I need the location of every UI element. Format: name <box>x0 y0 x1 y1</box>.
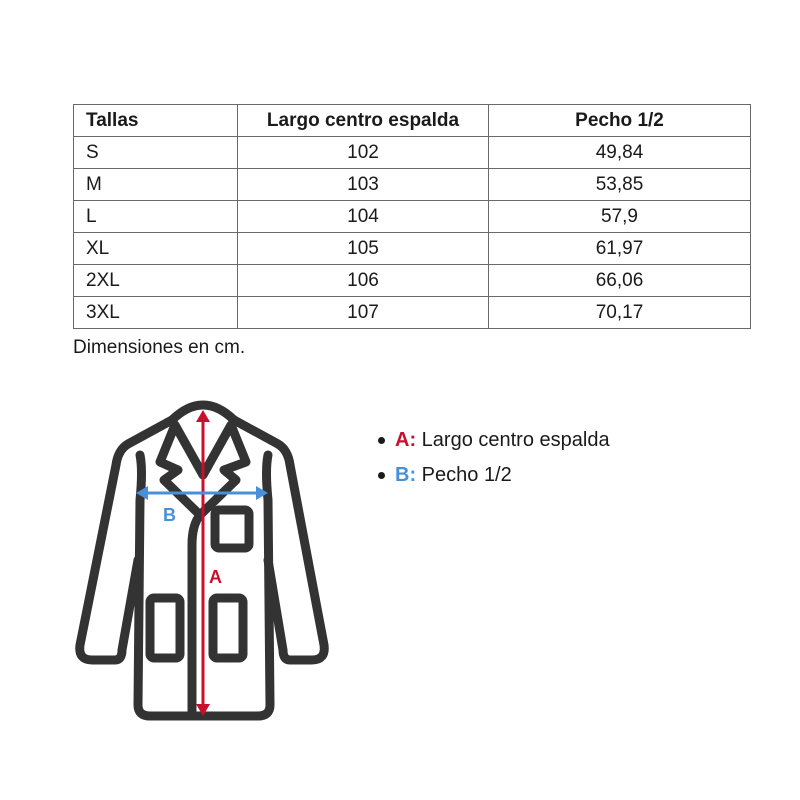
measure-b-arrow-icon <box>136 486 268 500</box>
table-cell: L <box>73 200 238 233</box>
column-header: Largo centro espalda <box>237 104 489 137</box>
bullet-icon <box>378 472 385 480</box>
coat-outline-icon <box>75 400 329 721</box>
table-header-row: Tallas Largo centro espalda Pecho 1/2 <box>73 104 751 137</box>
label-b: B <box>163 505 176 525</box>
legend-key: B: <box>395 464 417 486</box>
table-cell: M <box>73 168 238 201</box>
table-cell: 107 <box>237 296 489 329</box>
table-row: M 103 53,85 <box>73 168 751 201</box>
table-cell: 103 <box>237 168 489 201</box>
legend-item-b: B: Pecho 1/2 <box>378 464 512 487</box>
legend-text: Pecho 1/2 <box>421 464 512 486</box>
label-a: A <box>209 567 222 587</box>
legend-item-a: A: Largo centro espalda <box>378 429 610 452</box>
legend-text: Largo centro espalda <box>421 429 610 451</box>
table-cell: 66,06 <box>488 264 751 297</box>
table-cell: 53,85 <box>488 168 751 201</box>
units-note: Dimensiones en cm. <box>73 337 246 358</box>
bullet-icon <box>378 437 385 445</box>
table-cell: 3XL <box>73 296 238 329</box>
table-row: L 104 57,9 <box>73 200 751 233</box>
table-cell: 70,17 <box>488 296 751 329</box>
table-cell: 2XL <box>73 264 238 297</box>
legend-key: A: <box>395 429 417 451</box>
table-row: S 102 49,84 <box>73 136 751 169</box>
table-row: 3XL 107 70,17 <box>73 296 751 329</box>
table-cell: XL <box>73 232 238 265</box>
table-cell: 49,84 <box>488 136 751 169</box>
measure-a-arrow-icon <box>196 410 210 716</box>
table-cell: 105 <box>237 232 489 265</box>
table-cell: S <box>73 136 238 169</box>
table-row: 2XL 106 66,06 <box>73 264 751 297</box>
column-header: Tallas <box>73 104 238 137</box>
